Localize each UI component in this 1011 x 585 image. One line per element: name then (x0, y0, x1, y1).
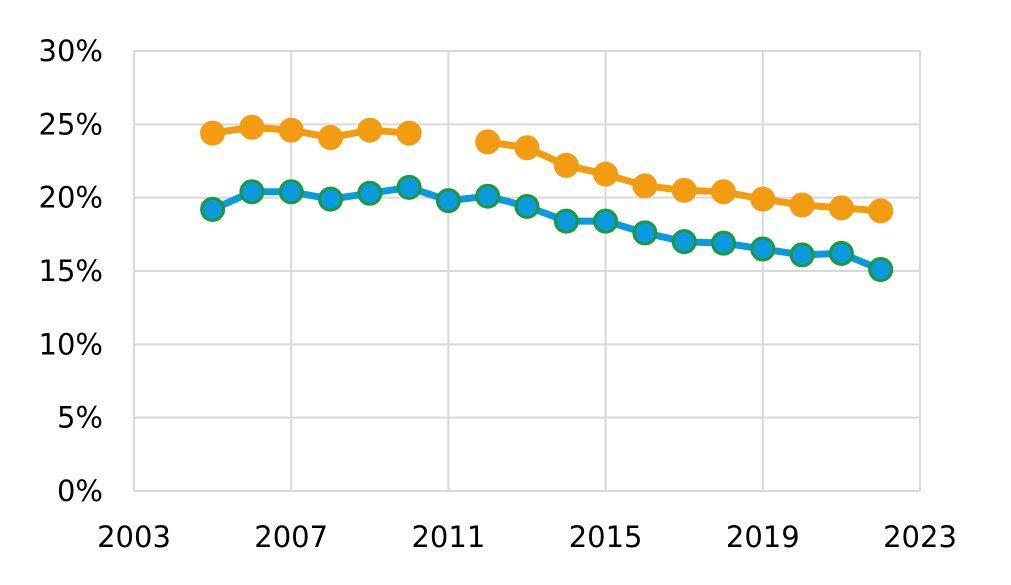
series-1-point-14 (750, 236, 776, 262)
series-0-point-1 (239, 114, 265, 140)
series-1-point-17 (868, 257, 894, 283)
y-tick-label-2: 10% (39, 327, 103, 361)
series-1 (200, 174, 894, 283)
y-tick-label-1: 5% (57, 401, 103, 435)
series-1-point-2 (278, 179, 304, 205)
series-1-point-4 (357, 180, 383, 206)
series-0-point-8 (553, 152, 579, 178)
x-tick-label-1: 2007 (254, 520, 328, 554)
series-0-point-12 (711, 179, 736, 205)
series-1-point-1 (239, 179, 265, 205)
series-0-point-0 (200, 120, 226, 146)
series-1-point-13 (711, 230, 736, 256)
series-1-point-11 (632, 220, 658, 246)
series-0-point-13 (750, 186, 776, 212)
series-1-point-15 (789, 242, 815, 268)
series-0-point-5 (396, 120, 422, 146)
series-0-point-15 (828, 195, 854, 221)
series-0-point-14 (789, 192, 815, 218)
y-tick-label-3: 15% (39, 254, 103, 288)
x-tick-label-2: 2011 (411, 520, 485, 554)
series-1-point-9 (553, 208, 579, 234)
x-tick-labels: 2003 2007 2011 2015 2019 2023 (97, 520, 957, 554)
x-tick-label-4: 2019 (726, 520, 800, 554)
series-0 (200, 114, 894, 224)
series-0-point-3 (318, 125, 343, 151)
series-0-point-16 (868, 198, 894, 224)
series-layer (200, 114, 894, 283)
series-1-point-6 (435, 188, 461, 214)
series-1-point-10 (593, 208, 619, 234)
series-0-point-11 (671, 177, 697, 203)
series-0-point-4 (357, 117, 383, 143)
y-tick-label-6: 30% (39, 34, 103, 68)
y-tick-labels: 0% 5% 10% 15% 20% 25% 30% (39, 34, 103, 508)
x-tick-label-0: 2003 (97, 520, 171, 554)
series-1-point-16 (828, 240, 854, 266)
series-0-point-2 (278, 117, 304, 143)
series-0-point-10 (632, 173, 658, 199)
series-1-point-3 (318, 186, 343, 212)
x-tick-label-3: 2015 (569, 520, 643, 554)
series-1-point-12 (671, 229, 697, 255)
y-tick-label-0: 0% (57, 474, 103, 508)
x-tick-label-5: 2023 (883, 520, 957, 554)
series-0-point-7 (514, 135, 540, 161)
series-1-point-8 (514, 193, 540, 219)
y-tick-label-5: 25% (39, 107, 103, 141)
series-1-point-5 (396, 174, 422, 200)
series-1-point-7 (475, 183, 501, 209)
series-0-point-9 (593, 161, 619, 187)
y-tick-label-4: 20% (39, 181, 103, 215)
series-1-point-0 (200, 196, 226, 222)
series-0-point-6 (475, 129, 501, 155)
